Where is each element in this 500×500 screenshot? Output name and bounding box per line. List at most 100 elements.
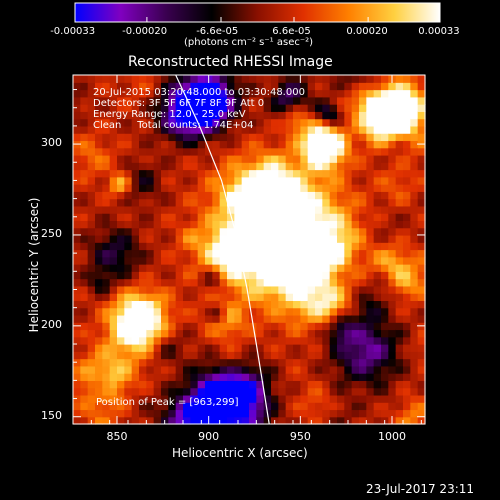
heatmap-cell (337, 82, 345, 91)
heatmap-cell (234, 394, 243, 403)
heatmap-cell (256, 242, 265, 251)
heatmap-cell (197, 271, 206, 280)
heatmap-cell (87, 133, 96, 142)
heatmap-cell (197, 344, 206, 352)
heatmap-cell (322, 205, 331, 214)
heatmap-cell (109, 104, 118, 112)
heatmap-cell (329, 242, 338, 251)
heatmap-cell (344, 125, 353, 134)
heatmap-cell (271, 293, 279, 301)
heatmap-cell (263, 125, 272, 134)
heatmap-cell (271, 176, 279, 185)
heatmap-cell (344, 249, 353, 258)
heatmap-cell (219, 387, 228, 396)
heatmap-cell (175, 344, 184, 352)
heatmap-cell (175, 133, 184, 142)
heatmap-cell (403, 394, 411, 403)
heatmap-cell (131, 329, 140, 338)
heatmap-cell (73, 82, 81, 91)
heatmap-cell (197, 154, 206, 163)
colorbar-unit-label: (photons cm⁻² s⁻¹ asec⁻²) (184, 37, 314, 48)
heatmap-cell (359, 227, 367, 236)
heatmap-cell (227, 344, 235, 352)
heatmap-cell (212, 344, 221, 352)
heatmap-cell (344, 118, 353, 127)
heatmap-cell (219, 227, 228, 236)
heatmap-cell (388, 344, 397, 352)
heatmap-cell (271, 278, 279, 287)
heatmap-cell (337, 220, 345, 229)
heatmap-cell (241, 220, 250, 229)
heatmap-cell (80, 89, 89, 98)
heatmap-cell (109, 169, 118, 178)
heatmap-cell (139, 140, 147, 149)
heatmap-cell (285, 147, 294, 156)
heatmap-cell (219, 198, 228, 207)
heatmap-cell (146, 89, 155, 98)
y-tick-label: 200 (41, 317, 62, 331)
heatmap-cell (73, 89, 81, 98)
heatmap-cell (190, 293, 199, 301)
heatmap-cell (381, 191, 389, 200)
heatmap-cell (417, 176, 426, 185)
heatmap-cell (131, 314, 140, 323)
heatmap-cell (146, 293, 155, 301)
heatmap-cell (212, 118, 221, 127)
x-tick-label: 900 (198, 430, 220, 443)
heatmap-cell (234, 234, 243, 243)
heatmap-cell (241, 307, 250, 316)
heatmap-cell (161, 89, 169, 98)
heatmap-cell (131, 198, 140, 207)
heatmap-cell (219, 154, 228, 163)
heatmap-cell (102, 82, 111, 91)
heatmap-cell (351, 234, 360, 243)
heatmap-cell (351, 351, 360, 360)
heatmap-cell (146, 271, 155, 280)
heatmap-cell (212, 387, 221, 396)
heatmap-cell (300, 264, 309, 272)
heatmap-cell (329, 169, 338, 178)
heatmap-cell (197, 176, 206, 185)
heatmap-cell (329, 358, 338, 367)
colorbar-gradient (75, 3, 440, 22)
heatmap-cell (124, 125, 133, 134)
heatmap-cell (307, 162, 316, 171)
heatmap-cell (87, 82, 96, 91)
heatmap-cell (307, 409, 316, 418)
heatmap-cell (256, 373, 265, 381)
heatmap-cell (307, 285, 316, 294)
heatmap-cell (183, 89, 191, 98)
heatmap-cell (183, 147, 191, 156)
heatmap-cell (205, 96, 213, 105)
heatmap-cell (307, 140, 316, 149)
heatmap-cell (183, 344, 191, 352)
heatmap-cell (153, 140, 162, 149)
heatmap-cell (205, 307, 213, 316)
heatmap-cell (307, 329, 316, 338)
heatmap-cell (73, 264, 81, 272)
heatmap-cell (410, 191, 419, 200)
heatmap-cell (410, 256, 419, 265)
heatmap-cell (329, 140, 338, 149)
heatmap-cell (175, 358, 184, 367)
heatmap-cell (417, 227, 426, 236)
heatmap-cell (146, 191, 155, 200)
heatmap-cell (293, 373, 301, 381)
heatmap-cell (300, 329, 309, 338)
heatmap-cell (263, 205, 272, 214)
heatmap-cell (153, 162, 162, 171)
heatmap-cell (183, 293, 191, 301)
heatmap-cell (256, 285, 265, 294)
heatmap-cell (256, 416, 265, 425)
heatmap-cell (241, 293, 250, 301)
heatmap-cell (322, 111, 331, 120)
heatmap-cell (373, 227, 382, 236)
heatmap-cell (300, 365, 309, 374)
heatmap-cell (263, 213, 272, 222)
heatmap-cell (381, 365, 389, 374)
heatmap-cell (183, 271, 191, 280)
heatmap-cell (395, 322, 404, 331)
heatmap-cell (351, 154, 360, 163)
heatmap-cell (285, 380, 294, 389)
heatmap-cell (351, 82, 360, 91)
